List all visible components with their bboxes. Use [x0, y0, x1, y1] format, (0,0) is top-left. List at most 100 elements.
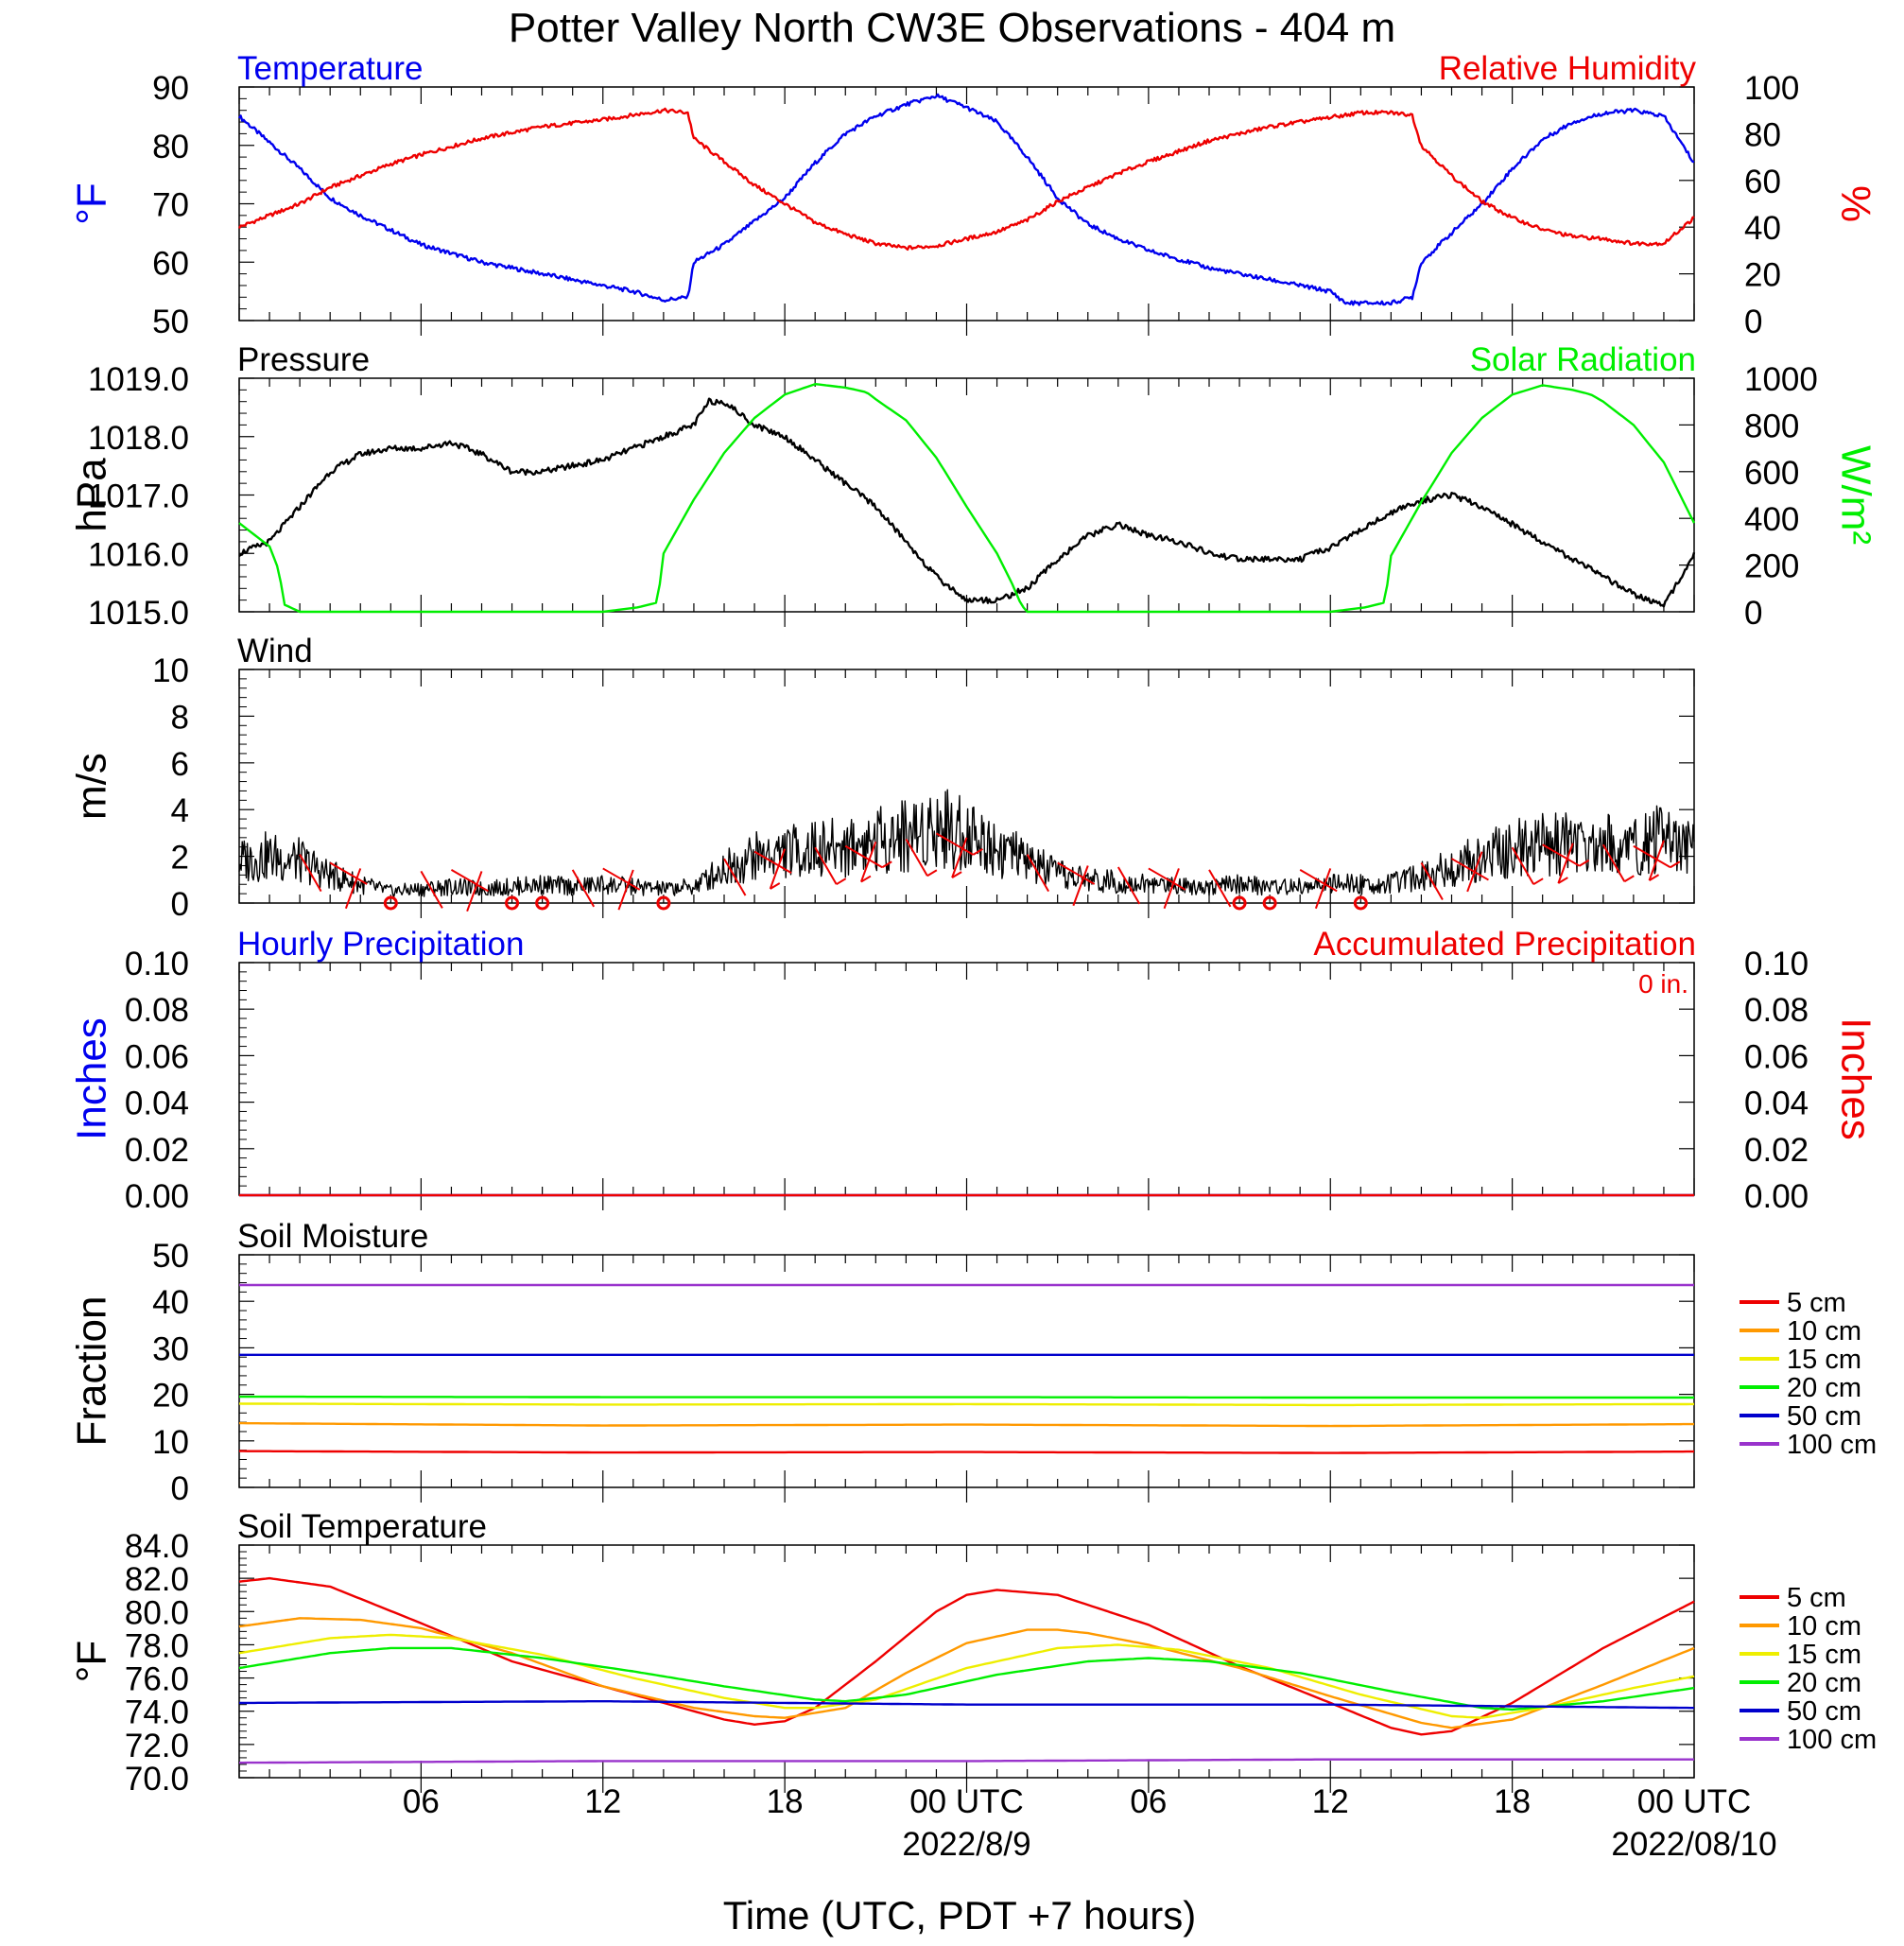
- legend-label: 5 cm: [1787, 1583, 1846, 1613]
- calm-wind-marker: [535, 895, 550, 911]
- y-tick-label-left: 0.06: [125, 1038, 189, 1075]
- wind-barb: [1148, 867, 1186, 891]
- y-tick-label-right: 200: [1744, 548, 1799, 585]
- x-tick-label: 12: [1312, 1783, 1349, 1820]
- x-axis-label: Time (UTC, PDT +7 hours): [723, 1893, 1197, 1937]
- wind-barb-flag: [1557, 877, 1568, 884]
- y-tick-label-right: 0.00: [1744, 1178, 1809, 1215]
- x-tick-label: 06: [403, 1783, 440, 1820]
- y-tick-label-left: 6: [171, 746, 189, 783]
- y-tick-label-left: 0: [171, 1470, 189, 1507]
- legend-label: 100 cm: [1787, 1725, 1877, 1755]
- wind-barb: [571, 869, 596, 908]
- soil-temperature-ylabel-left: °F: [69, 1641, 115, 1682]
- soil-temperature-series-15-cm: [238, 1633, 1695, 1719]
- temperature-humidity-title-right: Relative Humidity: [1439, 50, 1697, 87]
- y-tick-label-right: 60: [1744, 164, 1781, 200]
- y-tick-label-left: 1015.0: [88, 595, 189, 632]
- y-tick-label-left: 70: [152, 187, 189, 224]
- legend-label: 100 cm: [1787, 1430, 1877, 1460]
- wind-barb: [1511, 846, 1534, 885]
- pressure-solar-title-left: Pressure: [237, 341, 370, 378]
- legend-label: 20 cm: [1787, 1373, 1861, 1403]
- wind-barb-flag: [881, 860, 892, 869]
- chart-title: Potter Valley North CW3E Observations - …: [509, 5, 1395, 51]
- y-tick-label-left: 4: [171, 792, 189, 829]
- pressure-solar-panel: 1019.0 1018.0 1017.0 1016.0 1015.0 hPa 1000 800…: [69, 341, 1879, 632]
- wind-barb-flag: [836, 877, 847, 886]
- x-date-label: 2022/08/10: [1611, 1826, 1776, 1863]
- soil-moisture-series-10-cm: [239, 1421, 1694, 1428]
- y-tick-label-right: 100: [1744, 70, 1799, 107]
- y-tick-label-left: 10: [152, 1424, 189, 1461]
- pressure-solar-ylabel-left: hPa: [69, 458, 115, 532]
- wind-barb-flag: [1532, 877, 1544, 886]
- wind-barb: [466, 871, 483, 912]
- precipitation-title-left: Hourly Precipitation: [237, 926, 524, 963]
- y-tick-label-left: 10: [152, 652, 189, 689]
- y-tick-label-right: 0.04: [1744, 1086, 1809, 1122]
- x-tick-label: 00 UTC: [1637, 1783, 1752, 1820]
- y-tick-label-left: 60: [152, 245, 189, 282]
- wind-barb-flag: [1649, 874, 1660, 881]
- wind-barb: [450, 869, 489, 893]
- y-tick-label-left: 80: [152, 129, 189, 165]
- calm-wind-marker: [1262, 895, 1277, 911]
- temperature-humidity-title-left: Temperature: [237, 50, 423, 87]
- temperature-humidity-panel: 90 80 70 60 50 °F 100 80 60 40 20 0% Temperature Rela…: [69, 50, 1879, 340]
- x-tick-label: 06: [1130, 1783, 1167, 1820]
- wind-barb-flag: [1623, 875, 1635, 883]
- legend-label: 5 cm: [1787, 1288, 1846, 1318]
- pressure-solar-frame: [238, 377, 1695, 613]
- legend-label: 10 cm: [1787, 1316, 1861, 1347]
- soil-moisture-series-5-cm: [239, 1450, 1694, 1454]
- soil-temperature-series-5-cm: [238, 1576, 1695, 1736]
- legend-label: 20 cm: [1787, 1668, 1861, 1698]
- y-tick-label-left: 1017.0: [88, 478, 189, 515]
- wind-barb: [1163, 868, 1180, 910]
- wind-barb-flag: [972, 848, 983, 856]
- wind-barb: [617, 869, 634, 911]
- y-tick-label-left: 0.08: [125, 992, 189, 1029]
- y-tick-label-right: 80: [1744, 116, 1781, 153]
- wind-barb: [723, 858, 747, 896]
- y-tick-label-left: 74.0: [125, 1694, 189, 1731]
- soil-temperature-series-50-cm: [239, 1700, 1694, 1710]
- wind-barb-flag: [951, 871, 962, 878]
- x-date-label: 2022/8/9: [902, 1826, 1030, 1863]
- y-tick-label-right: 20: [1744, 257, 1781, 294]
- wind-barb: [844, 844, 883, 869]
- temperature-humidity-series-temperature: [237, 93, 1695, 306]
- temperature-humidity-ylabel-left: °F: [69, 182, 115, 224]
- wind-barb: [753, 850, 792, 875]
- precipitation-panel: 0.10 0.08 0.06 0.04 0.02 0.00 Inches 0.10 0.08 0.…: [69, 926, 1879, 1215]
- soil-temperature-panel: 84.082.080.078.076.074.072.070.0 °F Soil T…: [69, 1508, 1877, 1798]
- y-tick-label-right: 400: [1744, 501, 1799, 538]
- y-tick-label-left: 78.0: [125, 1627, 189, 1664]
- soil-temperature-frame: [238, 1544, 1695, 1779]
- soil-moisture-ylabel-left: Fraction: [69, 1296, 115, 1447]
- wind-barb: [344, 868, 362, 910]
- pressure-solar-title-right: Solar Radiation: [1470, 341, 1696, 378]
- wind-barb: [905, 838, 928, 877]
- pressure-solar-series-solar-radiation: [238, 383, 1696, 614]
- y-tick-label-right: 40: [1744, 210, 1781, 247]
- x-tick-label: 18: [767, 1783, 804, 1820]
- wind-ylabel-left: m/s: [69, 753, 115, 820]
- wind-barb: [420, 870, 443, 909]
- wind-title-left: Wind: [237, 633, 313, 669]
- wind-barb: [602, 867, 641, 891]
- y-tick-label-left: 0.10: [125, 946, 189, 982]
- wind-barb: [814, 846, 838, 885]
- wind-panel: 10 8 6 4 2 0 m/s Wind: [69, 633, 1695, 923]
- soil-temperature-series-100-cm: [239, 1758, 1694, 1764]
- soil-moisture-title-left: Soil Moisture: [237, 1218, 428, 1255]
- x-tick-label: 12: [584, 1783, 621, 1820]
- precipitation-ylabel-right: Inches: [1832, 1017, 1878, 1140]
- y-tick-label-left: 82.0: [125, 1561, 189, 1598]
- y-tick-label-right: 0.10: [1744, 946, 1809, 982]
- wind-barb: [329, 861, 368, 885]
- y-tick-label-right: 1000: [1744, 361, 1818, 398]
- pressure-solar-ylabel-right: W/m²: [1832, 445, 1878, 545]
